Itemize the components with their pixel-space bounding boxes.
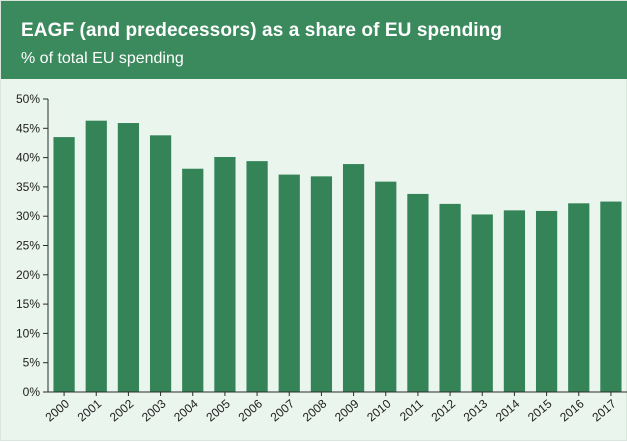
- x-tick-label: 2008: [300, 396, 330, 424]
- y-tick-label: 35%: [16, 180, 40, 194]
- bar-2002: [117, 123, 140, 392]
- bar-2000: [53, 137, 75, 392]
- x-tick-label: 2003: [139, 396, 169, 424]
- y-tick-label: 0%: [23, 385, 41, 399]
- y-tick-label: 5%: [23, 356, 41, 370]
- bar-2013: [471, 214, 493, 392]
- x-tick-label: 2000: [43, 396, 73, 424]
- x-tick-label: 2012: [429, 396, 459, 424]
- y-tick-label: 20%: [16, 268, 40, 282]
- chart-subtitle: % of total EU spending: [21, 50, 184, 67]
- x-tick-label: 2014: [493, 396, 523, 424]
- bar-2014: [503, 210, 526, 392]
- x-tick-label: 2004: [171, 396, 201, 424]
- chart-header: EAGF (and predecessors) as a share of EU…: [1, 1, 627, 79]
- bar-2006: [246, 161, 268, 392]
- bar-2015: [535, 210, 558, 392]
- bar-2009: [342, 164, 365, 392]
- x-tick-label: 2010: [364, 396, 394, 424]
- x-tick-label: 2015: [525, 396, 555, 424]
- x-tick-label: 2009: [332, 396, 362, 424]
- y-tick-label: 45%: [16, 121, 40, 135]
- bar-2007: [278, 174, 300, 392]
- y-tick-label: 25%: [16, 239, 40, 253]
- bar-2010: [375, 181, 397, 392]
- x-tick-label: 2016: [557, 396, 587, 424]
- bar-2017: [600, 201, 622, 392]
- x-tick-label: 2002: [107, 396, 137, 424]
- x-tick-label: 2011: [397, 396, 426, 424]
- bar-2001: [85, 120, 107, 393]
- x-tick-label: 2013: [461, 396, 491, 424]
- bar-2016: [568, 203, 590, 392]
- x-tick-label: 2005: [203, 396, 233, 424]
- bar-2004: [182, 168, 204, 392]
- bar-2008: [310, 176, 333, 392]
- y-axis: 0% 5% 10% 15% 20% 25% 30% 35% 40% 45% 50%: [16, 92, 49, 399]
- y-tick-label: 30%: [16, 209, 40, 223]
- bar-2011: [407, 193, 429, 392]
- x-tick-label: 2017: [589, 396, 619, 424]
- bar-2005: [214, 157, 236, 392]
- y-tick-label: 40%: [16, 151, 40, 165]
- bar-2012: [439, 203, 461, 392]
- bar-2003: [149, 135, 172, 392]
- y-tick-label: 10%: [16, 326, 40, 340]
- chart-title: EAGF (and predecessors) as a share of EU…: [21, 20, 503, 41]
- y-tick-label: 50%: [16, 92, 40, 106]
- y-tick-label: 15%: [16, 297, 40, 311]
- bars-group: [53, 120, 622, 393]
- x-axis: 2000 2001 2002 2003 2004 2005 2006 2007 2008 2009…: [43, 391, 627, 424]
- x-tick-label: 2006: [236, 396, 266, 424]
- x-tick-label: 2007: [268, 396, 298, 424]
- x-tick-label: 2001: [75, 396, 105, 424]
